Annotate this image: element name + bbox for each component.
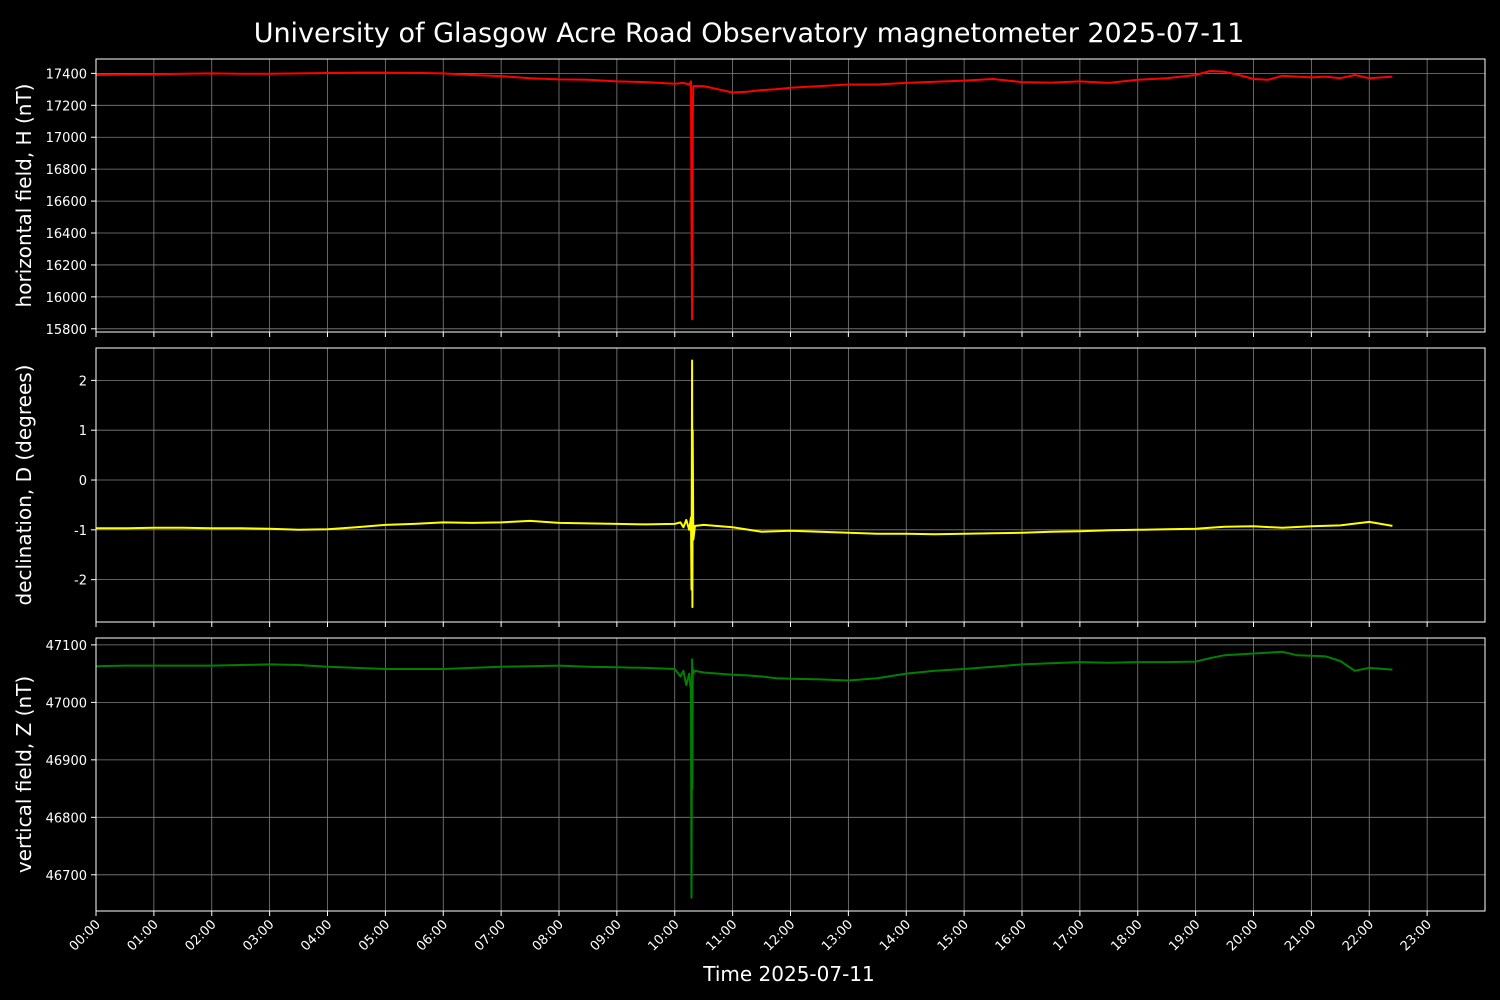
y-tick-label: -2: [74, 574, 87, 589]
x-tick-label: 22:00: [1340, 917, 1377, 954]
y-tick-label: 1: [79, 424, 87, 439]
x-tick-label: 01:00: [125, 917, 162, 954]
y-tick-label: 16200: [46, 259, 87, 274]
x-tick-label: 03:00: [240, 917, 277, 954]
x-tick-label: 18:00: [1108, 917, 1145, 954]
series-line-h: [95, 70, 1393, 321]
x-tick-label: 16:00: [993, 917, 1030, 954]
y-axis-label: declination, D (degrees): [12, 365, 36, 606]
x-tick-label: 09:00: [588, 917, 625, 954]
panel-h: 15800 16000 16200 16400 16600 16800 17000 17200…: [12, 58, 1486, 338]
y-tick-label: 16600: [46, 195, 87, 210]
y-tick-label: -1: [74, 524, 87, 539]
panel-frame: [95, 347, 1486, 623]
x-tick-label: 12:00: [761, 917, 798, 954]
x-tick-label: 17:00: [1051, 917, 1088, 954]
x-tick-label: 20:00: [1224, 917, 1261, 954]
panels: 15800 16000 16200 16400 16600 16800 17000 17200…: [12, 58, 1486, 954]
x-tick-label: 11:00: [703, 917, 740, 954]
y-axis-label: vertical field, Z (nT): [12, 676, 36, 873]
panel-frame: [95, 637, 1486, 912]
x-tick-label: 06:00: [414, 917, 451, 954]
y-tick-label: 16800: [46, 163, 87, 178]
panel-z: 46700 46800 46900 47000 47100 vertical field,…: [12, 637, 1486, 954]
x-tick-label: 10:00: [645, 917, 682, 954]
x-tick-label: 19:00: [1166, 917, 1203, 954]
y-tick-label: 17400: [46, 67, 87, 82]
x-tick-label: 08:00: [530, 917, 567, 954]
y-tick-label: 17000: [46, 131, 87, 146]
y-tick-label: 47000: [46, 696, 87, 711]
x-tick-label: 14:00: [877, 917, 914, 954]
y-tick-label: 46900: [46, 754, 87, 769]
y-tick-label: 15800: [46, 323, 87, 338]
x-tick-label: 00:00: [67, 917, 104, 954]
y-tick-label: 47100: [46, 639, 87, 654]
x-axis-label: Time 2025-07-11: [702, 962, 875, 986]
series-line-d: [96, 359, 1393, 609]
y-tick-label: 46800: [46, 811, 87, 826]
x-tick-label: 05:00: [356, 917, 393, 954]
y-tick-label: 2: [79, 374, 87, 389]
x-tick-label: 04:00: [298, 917, 335, 954]
y-tick-label: 0: [79, 474, 87, 489]
x-tick-label: 13:00: [819, 917, 856, 954]
x-tick-label: 21:00: [1282, 917, 1319, 954]
x-tick-label: 02:00: [182, 917, 219, 954]
series-line-z: [95, 650, 1393, 899]
panel-frame: [95, 58, 1486, 333]
y-tick-label: 17200: [46, 99, 87, 114]
chart-title: University of Glasgow Acre Road Observat…: [254, 18, 1245, 49]
y-tick-label: 16400: [46, 227, 87, 242]
x-tick-label: 23:00: [1398, 917, 1435, 954]
y-axis-label: horizontal field, H (nT): [12, 84, 36, 308]
x-tick-label: 07:00: [472, 917, 509, 954]
y-tick-label: 16000: [46, 291, 87, 306]
y-tick-label: 46700: [46, 869, 87, 884]
panel-d: -2 -1 0 1 2 declination, D (degrees): [12, 347, 1486, 627]
x-tick-label: 15:00: [935, 917, 972, 954]
